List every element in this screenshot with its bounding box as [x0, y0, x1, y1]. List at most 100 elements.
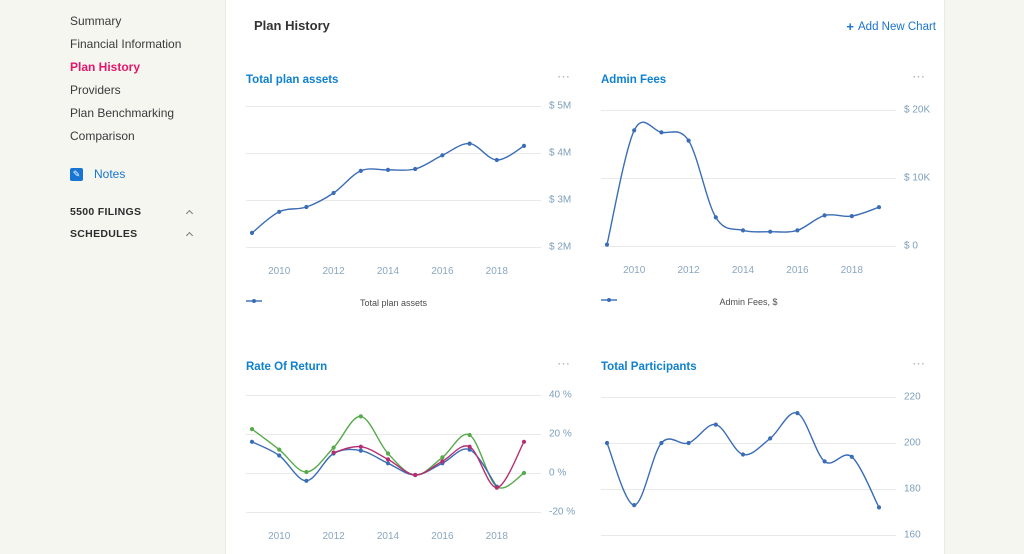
sidebar-item-providers[interactable]: Providers: [70, 83, 121, 97]
ellipsis-icon[interactable]: ⋯: [912, 69, 926, 84]
data-point: [713, 215, 718, 220]
x-axis-label: 2018: [840, 265, 863, 276]
data-point: [277, 209, 282, 214]
data-point: [659, 440, 664, 446]
data-point: [304, 469, 309, 475]
gridline: [601, 535, 896, 536]
x-axis-label: 2014: [731, 265, 755, 276]
sidebar-item-notes[interactable]: ✎ Notes: [70, 167, 125, 181]
data-point: [358, 448, 363, 453]
data-point: [822, 213, 827, 218]
edit-checkbox-icon: ✎: [70, 167, 83, 181]
gridline: [246, 247, 541, 248]
data-point: [385, 457, 391, 462]
data-point: [304, 478, 309, 483]
sidebar-group-5500-filings[interactable]: 5500 FILINGS: [70, 206, 194, 218]
series-line: [332, 441, 525, 489]
data-point: [467, 444, 472, 449]
y-axis-label: 200: [904, 437, 921, 449]
ellipsis-icon[interactable]: ⋯: [557, 69, 571, 84]
sidebar-item-financial-information[interactable]: Financial Information: [70, 37, 182, 51]
x-axis-label: 2016: [786, 265, 809, 276]
data-point: [277, 447, 282, 452]
gridline: [246, 106, 541, 107]
data-point: [304, 204, 309, 210]
group-label: 5500 FILINGS: [70, 206, 142, 218]
x-axis-label: 2014: [376, 266, 400, 277]
plan-history-panel: Plan History + Add New Chart Total plan …: [225, 0, 945, 554]
plus-icon: +: [846, 19, 855, 34]
y-axis-label: 180: [904, 483, 921, 495]
chart-title: Total plan assets: [246, 74, 339, 86]
line-chart-canvas: [249, 141, 527, 235]
data-point: [385, 461, 391, 466]
sidebar-group-schedules[interactable]: SCHEDULES: [70, 228, 194, 240]
x-axis-label: 2014: [376, 531, 400, 542]
y-axis-label: 40 %: [549, 389, 572, 401]
data-point: [467, 141, 472, 146]
ellipsis-icon[interactable]: ⋯: [557, 356, 571, 371]
line-chart-canvas: [249, 414, 527, 490]
data-point: [440, 153, 445, 158]
data-point: [849, 214, 854, 219]
sidebar-item-summary[interactable]: Summary: [70, 14, 122, 28]
data-point: [822, 459, 827, 464]
data-point: [249, 439, 255, 444]
data-point: [713, 422, 718, 427]
y-axis-label: $ 5M: [549, 100, 572, 112]
x-axis-label: 2012: [322, 266, 345, 277]
data-point: [876, 505, 882, 510]
add-new-chart-button[interactable]: + Add New Chart: [846, 19, 936, 34]
gridline: [246, 153, 541, 154]
sidebar-item-plan-benchmarking[interactable]: Plan Benchmarking: [70, 106, 175, 120]
gridline: [601, 489, 896, 490]
chart-title: Admin Fees: [601, 74, 667, 86]
add-new-chart-label: Add New Chart: [858, 20, 936, 33]
y-axis-label: $ 20K: [904, 104, 931, 116]
gridline: [601, 178, 896, 179]
sidebar: Summary Financial Information Plan Histo…: [0, 0, 225, 554]
sidebar-item-plan-history[interactable]: Plan History: [70, 60, 141, 74]
data-point: [849, 454, 854, 459]
data-point: [740, 452, 746, 457]
data-point: [413, 166, 418, 172]
x-axis-label: 2010: [623, 265, 646, 276]
y-axis-label: 20 %: [549, 428, 572, 440]
data-point: [358, 444, 363, 449]
gridline: [246, 473, 541, 474]
plot-area: 220 200 180 160: [601, 392, 921, 541]
data-point: [521, 470, 527, 476]
data-point: [521, 143, 527, 148]
x-axis-label: 2018: [485, 531, 508, 542]
series-line: [251, 441, 498, 488]
notes-label: Notes: [94, 167, 126, 181]
data-point: [331, 450, 336, 455]
chevron-up-icon: [185, 231, 194, 240]
gridline: [246, 512, 541, 513]
line-chart-canvas: [604, 411, 882, 510]
data-point: [768, 436, 773, 441]
x-axis-label: 2010: [268, 531, 291, 542]
chart-title: Total Participants: [601, 361, 697, 373]
sidebar-item-comparison[interactable]: Comparison: [70, 129, 135, 143]
y-axis-label: 0 %: [549, 467, 567, 479]
data-point: [632, 128, 637, 133]
chart-title: Rate Of Return: [246, 361, 328, 373]
x-axis-label: 2016: [431, 266, 454, 277]
data-point: [686, 440, 691, 446]
plot-area: 40 % 20 % 0 % -20 % 2010 2012 2014 2016 2018: [246, 390, 575, 542]
data-point: [494, 157, 499, 163]
gridline: [246, 434, 541, 435]
gridline: [601, 443, 896, 444]
ellipsis-icon[interactable]: ⋯: [912, 356, 926, 371]
data-point: [413, 472, 418, 478]
chart-legend: Admin Fees, $: [601, 297, 896, 307]
legend-label: Admin Fees, $: [719, 297, 778, 307]
data-point: [795, 228, 800, 233]
data-point: [385, 167, 391, 172]
data-point: [277, 453, 282, 458]
x-axis-label: 2012: [677, 265, 700, 276]
data-point: [604, 242, 610, 247]
data-point: [440, 459, 445, 464]
data-point: [358, 414, 363, 419]
